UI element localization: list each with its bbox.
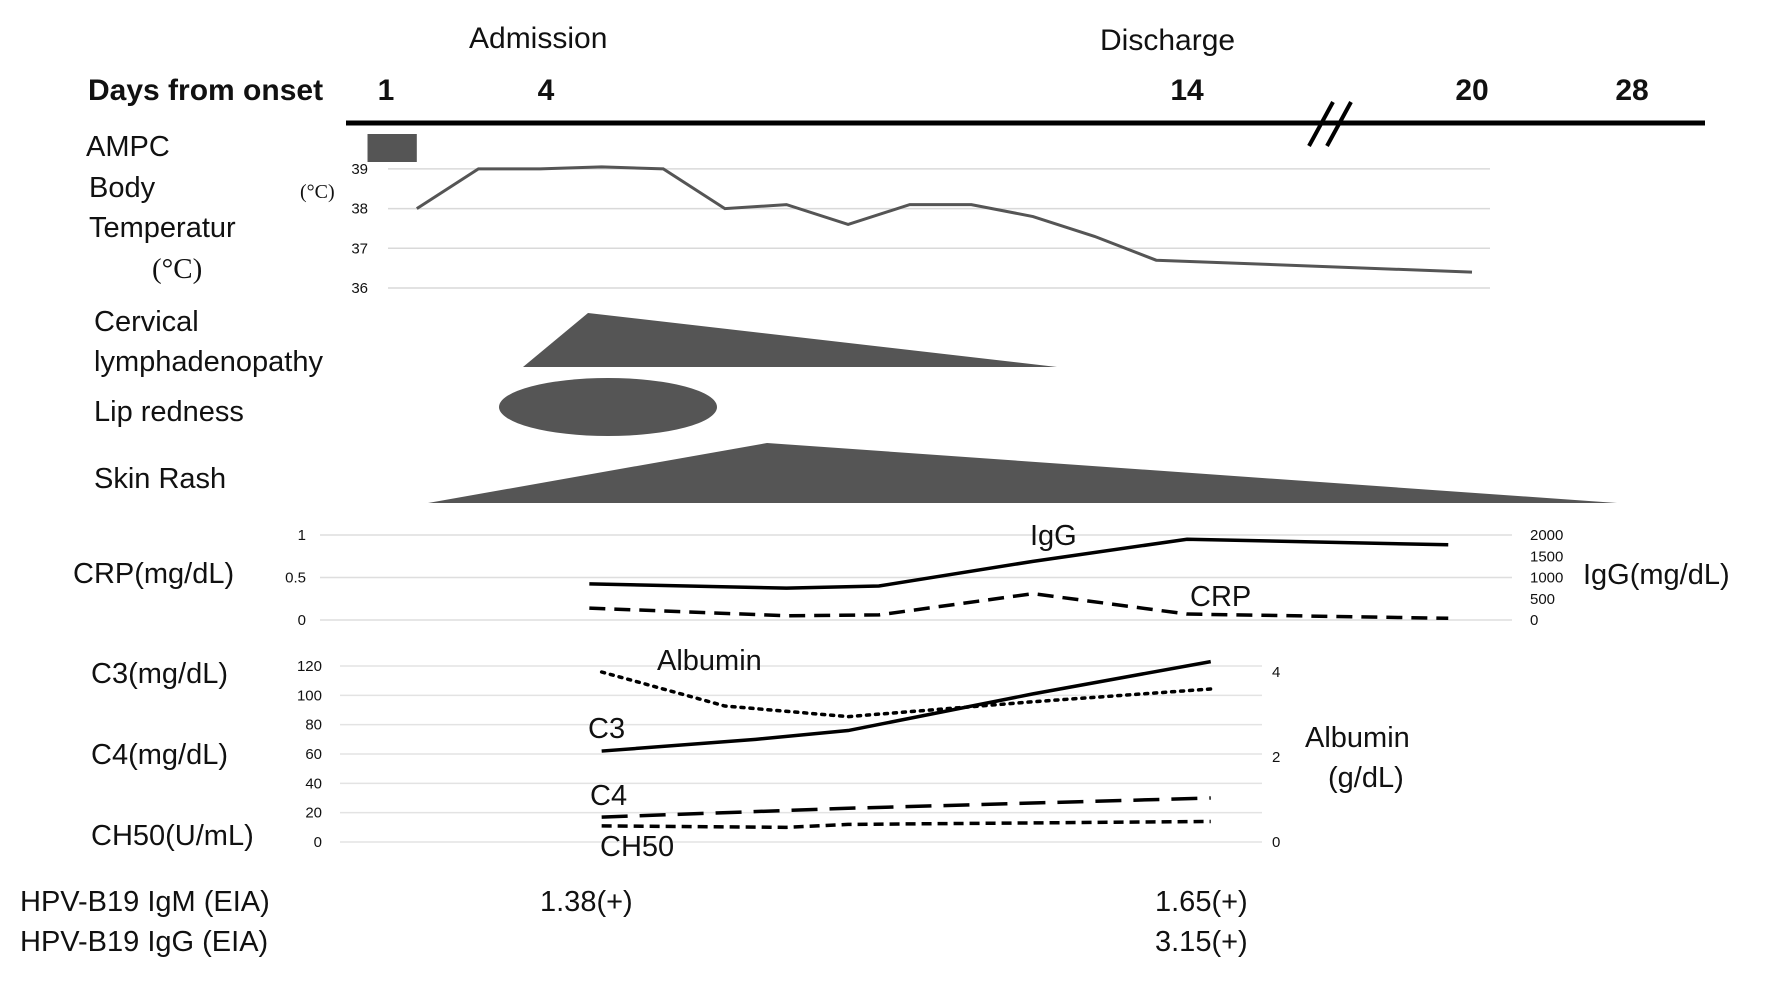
albumin-tick-label: 0 xyxy=(1272,834,1280,851)
ch50-series-label: CH50 xyxy=(600,831,674,863)
complement-tick-label: 60 xyxy=(305,746,322,763)
lip-redness-ellipse xyxy=(499,378,717,436)
temperature-label-line3: (°C) xyxy=(152,253,202,285)
day-tick-label: 28 xyxy=(1615,74,1648,107)
complement-tick-label: 40 xyxy=(305,775,322,792)
c3-series-label: C3 xyxy=(588,713,625,745)
c3-axis-label: C3(mg/dL) xyxy=(91,658,228,690)
ampc-bar xyxy=(367,134,417,162)
hpv-igm-day14-value: 1.65(+) xyxy=(1155,886,1248,918)
crp-tick-label: 0.5 xyxy=(285,570,306,587)
c4-axis-label: C4(mg/dL) xyxy=(91,739,228,771)
timeline-header: Admission Discharge Days from onset 1 4 14… xyxy=(88,22,1705,147)
hpv-igg-label: HPV-B19 IgG (EIA) xyxy=(20,926,268,958)
albumin-tick-label: 4 xyxy=(1272,664,1280,681)
lymphadenopathy-label-line1: Cervical xyxy=(94,306,199,338)
temp-tick-label: 38 xyxy=(351,201,368,218)
crp-axis-label: CRP(mg/dL) xyxy=(73,558,234,590)
complement-tick-label: 80 xyxy=(305,717,322,734)
day-tick-label: 4 xyxy=(538,74,555,107)
igg-series-label: IgG xyxy=(1030,520,1077,552)
hpv-igg-day14-value: 3.15(+) xyxy=(1155,926,1248,958)
complement-tick-label: 100 xyxy=(297,687,322,704)
temp-tick-label: 36 xyxy=(351,280,368,297)
albumin-series-label: Albumin xyxy=(657,645,762,677)
crp-line xyxy=(589,591,1449,621)
discharge-label: Discharge xyxy=(1100,24,1235,57)
temperature-line xyxy=(415,165,1473,274)
c4-series-label: C4 xyxy=(590,780,627,812)
complement-tick-label: 120 xyxy=(297,658,322,675)
ch50-line xyxy=(601,819,1211,830)
complement-albumin-chart: 0 20 40 60 80 100 120 0 2 4 xyxy=(297,658,1280,851)
day-tick-labels: 1 4 14 20 28 xyxy=(378,74,1649,107)
axis-break-marker xyxy=(1307,101,1353,147)
ampc-label: AMPC xyxy=(86,131,170,163)
hpv-igm-day4-value: 1.38(+) xyxy=(540,886,633,918)
igg-axis-label: IgG(mg/dL) xyxy=(1583,559,1730,591)
igg-tick-label: 0 xyxy=(1530,612,1538,629)
igg-tick-label: 1000 xyxy=(1530,570,1563,587)
admission-label: Admission xyxy=(469,22,607,55)
lymphadenopathy-label: Cervical lymphadenopathy xyxy=(94,306,323,378)
crp-tick-label: 1 xyxy=(298,527,306,544)
albumin-axis-label-line2: (g/dL) xyxy=(1328,762,1404,794)
albumin-line xyxy=(599,670,1213,719)
c3-line xyxy=(601,659,1212,753)
albumin-axis-label: Albumin (g/dL) xyxy=(1305,722,1410,794)
complement-tick-label: 0 xyxy=(314,834,322,851)
day-tick-label: 1 xyxy=(378,74,395,107)
temperature-unit: (°C) xyxy=(300,181,335,203)
lymphadenopathy-wedge xyxy=(523,313,1057,367)
hpv-igm-label: HPV-B19 IgM (EIA) xyxy=(20,886,270,918)
lip-redness-label: Lip redness xyxy=(94,396,244,428)
days-from-onset-label: Days from onset xyxy=(88,74,323,107)
crp-tick-label: 0 xyxy=(298,612,306,629)
igg-tick-label: 500 xyxy=(1530,591,1555,608)
temperature-label-line1: Body xyxy=(89,172,156,204)
c4-line xyxy=(601,796,1211,819)
temperature-label-line2: Temperatur xyxy=(89,212,236,244)
temp-tick-label: 39 xyxy=(351,161,368,178)
igg-tick-label: 2000 xyxy=(1530,527,1563,544)
igg-tick-label: 1500 xyxy=(1530,548,1563,565)
temperature-chart: 36 37 38 39 xyxy=(351,161,1490,297)
temperature-label: Body Temperatur (°C) xyxy=(89,172,236,285)
crp-series-label: CRP xyxy=(1190,581,1251,613)
skin-rash-label: Skin Rash xyxy=(94,463,226,495)
albumin-axis-label-line1: Albumin xyxy=(1305,722,1410,754)
igg-line xyxy=(589,537,1449,590)
ch50-axis-label: CH50(U/mL) xyxy=(91,820,254,852)
complement-tick-label: 20 xyxy=(305,805,322,822)
skin-rash-wedge xyxy=(428,443,1617,503)
temp-tick-label: 37 xyxy=(351,240,368,257)
day-tick-label: 14 xyxy=(1170,74,1204,107)
albumin-tick-label: 2 xyxy=(1272,749,1280,766)
lymphadenopathy-label-line2: lymphadenopathy xyxy=(94,346,323,378)
crp-igg-chart: 0 0.5 1 0 500 1000 1500 2000 xyxy=(285,527,1563,629)
day-tick-label: 20 xyxy=(1455,74,1488,107)
